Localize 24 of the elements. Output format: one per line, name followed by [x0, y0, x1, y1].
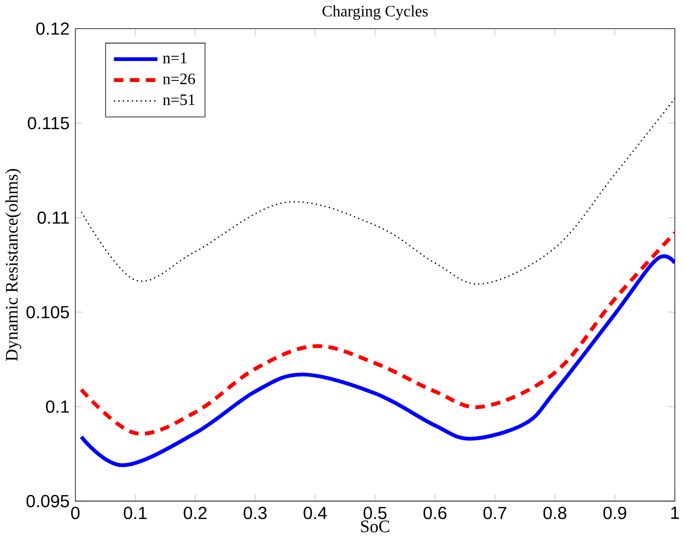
line-series	[79, 231, 675, 436]
x-tick-label: 0	[71, 506, 80, 520]
y-tick-label: 0.105	[26, 306, 69, 319]
x-tick-label: 0.9	[603, 506, 626, 520]
legend-label: n=26	[162, 74, 195, 84]
chart-title: Charging Cycles	[322, 5, 428, 20]
x-tick-label: 1	[671, 506, 679, 519]
y-tick-label: 0.115	[28, 117, 69, 130]
y-tick-label: 0.12	[36, 22, 69, 36]
x-tick-label: 0.3	[244, 506, 267, 520]
x-tick-label: 0.4	[304, 506, 327, 520]
x-tick-label: 0.2	[184, 506, 207, 520]
y-tick-label: 0.11	[38, 212, 69, 224]
y-tick-label: 0.095	[26, 495, 69, 508]
y-axis-title: Dynamic Resistance(ohms)	[5, 169, 22, 362]
x-tick-label: 0.6	[424, 506, 446, 520]
x-tick-label: 0.1	[124, 506, 147, 520]
x-tick-label: 0.7	[483, 506, 506, 520]
y-tick-label: 0.1	[46, 400, 69, 414]
legend-label: n=51	[162, 94, 195, 106]
x-axis-title: SoC	[361, 520, 390, 533]
legend-label: n=1	[162, 52, 187, 64]
x-tick-label: 0.8	[543, 506, 566, 520]
x-tick-label: 0.5	[364, 506, 387, 520]
